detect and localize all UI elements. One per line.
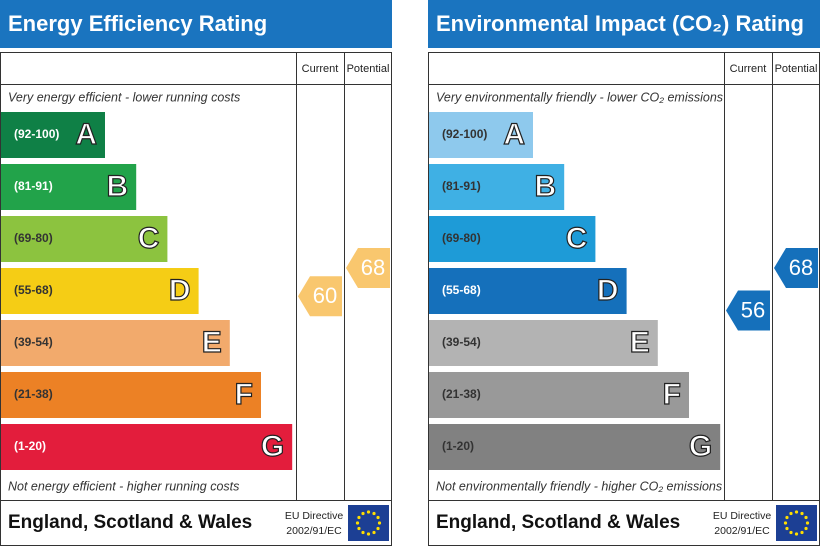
band-range: (1-20) <box>442 439 474 453</box>
column-header: Potential <box>347 63 390 75</box>
eu-star <box>366 532 371 536</box>
eu-star <box>357 515 361 520</box>
eu-star <box>372 511 376 516</box>
band-range: (55-68) <box>14 283 53 297</box>
band-bar <box>429 216 596 262</box>
eu-star <box>357 526 361 531</box>
band-range: (39-54) <box>14 335 53 349</box>
eu-star <box>800 530 804 535</box>
eu-star <box>789 530 793 535</box>
eu-star <box>785 526 789 531</box>
rating-arrow <box>346 248 390 288</box>
band-letter: A <box>75 118 97 151</box>
footer-region: England, Scotland & Wales <box>8 512 252 533</box>
band-letter: F <box>663 378 681 411</box>
panel-title: Environmental Impact (CO₂) Rating <box>436 11 804 36</box>
eu-star <box>361 530 365 535</box>
band-letter: A <box>503 118 525 151</box>
band-range: (1-20) <box>14 439 46 453</box>
rating-value: 60 <box>313 283 337 308</box>
band-range: (92-100) <box>14 127 59 141</box>
band-bar <box>429 424 721 470</box>
top-caption: Very energy efficient - lower running co… <box>8 90 240 104</box>
directive-line: 2002/91/EC <box>714 525 770 537</box>
bottom-caption: Not environmentally friendly - higher CO… <box>436 479 722 493</box>
eu-star <box>361 511 365 516</box>
column-header: Potential <box>775 63 818 75</box>
eu-star <box>372 530 376 535</box>
band-bar <box>429 164 565 210</box>
title-bar <box>428 0 820 48</box>
band-letter: G <box>689 430 712 463</box>
band-bar <box>1 216 168 262</box>
band-letter: C <box>138 222 160 255</box>
rating-panel: Environmental Impact (CO₂) Rating Current… <box>428 0 820 546</box>
band-letter: B <box>535 170 557 203</box>
band-range: (21-38) <box>14 387 53 401</box>
eu-star <box>376 515 380 520</box>
eu-star <box>794 510 799 514</box>
rating-value: 68 <box>361 255 385 280</box>
eu-star <box>785 515 789 520</box>
panel-title: Energy Efficiency Rating <box>8 11 267 36</box>
band-range: (21-38) <box>442 387 481 401</box>
footer-region: England, Scotland & Wales <box>436 512 680 533</box>
rating-arrow <box>298 276 342 317</box>
band-bar <box>1 320 230 366</box>
eu-star <box>366 510 371 514</box>
column-header: Current <box>302 63 339 75</box>
eu-star <box>355 521 360 525</box>
eu-star <box>789 511 793 516</box>
eu-star <box>805 521 810 525</box>
directive-line: EU Directive <box>713 510 772 522</box>
rating-arrow <box>774 248 818 288</box>
eu-star <box>800 511 804 516</box>
band-letter: E <box>630 326 650 359</box>
band-range: (69-80) <box>14 231 53 245</box>
rating-arrow <box>726 290 770 331</box>
band-letter: F <box>235 378 253 411</box>
directive-line: EU Directive <box>285 510 344 522</box>
band-bar <box>429 112 533 158</box>
band-bar <box>429 372 689 418</box>
band-bar <box>1 424 293 470</box>
rating-value: 68 <box>789 255 813 280</box>
band-bar <box>1 372 261 418</box>
band-range: (92-100) <box>442 127 487 141</box>
rating-value: 56 <box>741 297 765 322</box>
eu-star <box>376 526 380 531</box>
band-range: (81-91) <box>14 179 53 193</box>
eu-star <box>804 526 808 531</box>
band-letter: B <box>107 170 129 203</box>
bottom-caption: Not energy efficient - higher running co… <box>8 479 239 493</box>
title-bar <box>0 0 392 48</box>
band-bar <box>1 268 199 314</box>
band-range: (39-54) <box>442 335 481 349</box>
band-letter: G <box>261 430 284 463</box>
band-bar <box>1 164 137 210</box>
eu-star <box>804 515 808 520</box>
eu-star <box>377 521 382 525</box>
band-bar <box>429 320 658 366</box>
band-range: (69-80) <box>442 231 481 245</box>
band-range: (81-91) <box>442 179 481 193</box>
band-letter: E <box>202 326 222 359</box>
eu-star <box>783 521 788 525</box>
band-letter: D <box>169 274 191 307</box>
band-letter: D <box>597 274 619 307</box>
band-range: (55-68) <box>442 283 481 297</box>
rating-panel: Energy Efficiency Rating Current Potential… <box>0 0 392 546</box>
band-bar <box>429 268 627 314</box>
directive-line: 2002/91/EC <box>286 525 342 537</box>
eu-star <box>794 532 799 536</box>
top-caption: Very environmentally friendly - lower CO… <box>436 90 723 104</box>
band-bar <box>1 112 105 158</box>
band-letter: C <box>566 222 588 255</box>
panel-frame <box>0 52 392 546</box>
column-header: Current <box>730 63 767 75</box>
